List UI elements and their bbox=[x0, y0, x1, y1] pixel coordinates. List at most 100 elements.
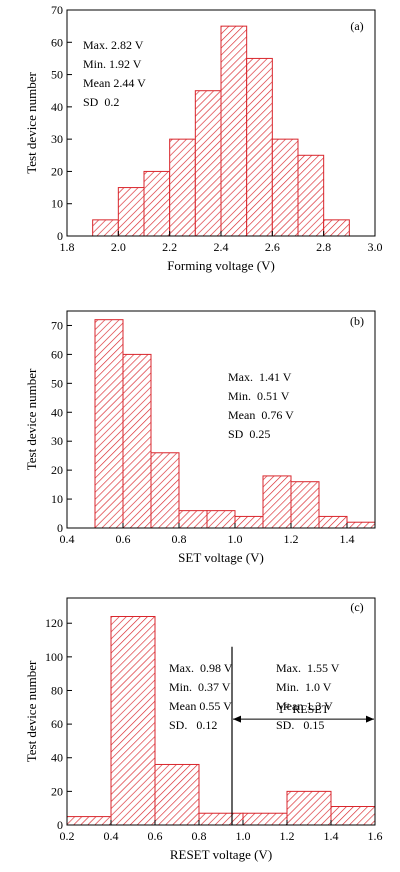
y-tick-label-b-4: 40 bbox=[51, 405, 63, 419]
first-reset-superscript: st bbox=[284, 701, 290, 710]
y-tick-label-a-3: 30 bbox=[51, 132, 63, 146]
x-tick-label-b-2: 0.8 bbox=[172, 532, 187, 546]
x-tick-label-b-4: 1.2 bbox=[284, 532, 299, 546]
x-tick-label-b-3: 1.0 bbox=[228, 532, 243, 546]
y-axis-label-a: Test device number bbox=[24, 72, 39, 174]
x-tick-label-c-0: 0.2 bbox=[60, 829, 75, 843]
x-tick-label-c-4: 1.0 bbox=[236, 829, 251, 843]
bar-c-4 bbox=[242, 812, 288, 826]
y-tick-label-c-5: 100 bbox=[45, 650, 63, 664]
stat-b-2: Mean 0.76 V bbox=[228, 408, 294, 422]
x-tick-label-c-1: 0.4 bbox=[104, 829, 119, 843]
stat-c-1: Min. 0.37 V bbox=[169, 680, 231, 694]
bar-a-1 bbox=[117, 187, 145, 237]
stat-b-3: SD 0.25 bbox=[228, 427, 270, 441]
bar-c-2 bbox=[154, 763, 200, 826]
stat2-c-0: Max. 1.55 V bbox=[276, 661, 340, 675]
bar-b-8 bbox=[318, 515, 348, 529]
x-tick-label-a-6: 3.0 bbox=[368, 240, 383, 254]
bar-a-9 bbox=[323, 219, 350, 237]
stat2-c-2: Mean 1.3 V bbox=[276, 699, 333, 713]
stat-a-1: Min. 1.92 V bbox=[83, 57, 142, 71]
bar-a-0 bbox=[92, 219, 119, 237]
y-tick-label-b-1: 10 bbox=[51, 492, 63, 506]
x-tick-label-a-4: 2.6 bbox=[265, 240, 280, 254]
x-axis-label-b: SET voltage (V) bbox=[178, 550, 264, 565]
bar-a-4 bbox=[194, 90, 222, 237]
bar-c-5 bbox=[286, 790, 332, 826]
stat-c-2: Mean 0.55 V bbox=[169, 699, 232, 713]
bar-b-5 bbox=[234, 515, 264, 529]
x-tick-label-b-1: 0.6 bbox=[116, 532, 131, 546]
x-tick-label-c-6: 1.4 bbox=[324, 829, 339, 843]
y-tick-label-b-2: 20 bbox=[51, 463, 63, 477]
bar-b-0 bbox=[94, 319, 124, 529]
y-tick-label-a-5: 50 bbox=[51, 68, 63, 82]
bar-a-8 bbox=[297, 154, 325, 237]
x-axis-label-a: Forming voltage (V) bbox=[167, 258, 275, 273]
y-tick-label-c-2: 40 bbox=[51, 751, 63, 765]
first-reset-number: 1 bbox=[278, 702, 284, 716]
stat-b-1: Min. 0.51 V bbox=[228, 389, 290, 403]
y-axis-label-b: Test device number bbox=[24, 368, 39, 470]
y-tick-label-a-6: 60 bbox=[51, 35, 63, 49]
y-tick-label-c-4: 80 bbox=[51, 683, 63, 697]
y-tick-label-c-1: 20 bbox=[51, 784, 63, 798]
chart-panel-a: 1.8 2.0 2.2 2.4 2.6 2.8 3.0 0 10 20 30 40 50 60 70 Form… bbox=[24, 3, 383, 273]
x-tick-label-b-5: 1.4 bbox=[340, 532, 355, 546]
bar-b-9 bbox=[346, 521, 376, 529]
panel-label-c: (c) bbox=[350, 600, 363, 614]
x-tick-label-b-0: 0.4 bbox=[60, 532, 75, 546]
panel-label-b: (b) bbox=[350, 314, 364, 328]
stat-c-3: SD. 0.12 bbox=[169, 718, 217, 732]
bar-b-6 bbox=[262, 475, 292, 529]
x-tick-label-a-3: 2.4 bbox=[214, 240, 229, 254]
bar-c-0 bbox=[66, 816, 112, 826]
chart-panel-c: 0.2 0.4 0.6 0.8 1.0 1.2 1.4 1.6 0 20 40 60 80 100 120 R… bbox=[24, 597, 383, 862]
first-reset-word: RESET bbox=[289, 702, 329, 716]
bar-c-1 bbox=[110, 615, 156, 826]
x-tick-label-a-5: 2.8 bbox=[316, 240, 331, 254]
chart-panel-b: 0.4 0.6 0.8 1.0 1.2 1.4 0 10 20 30 40 50 60 70 SET vol… bbox=[24, 310, 376, 565]
y-tick-label-b-7: 70 bbox=[51, 318, 63, 332]
stat-c-0: Max. 0.98 V bbox=[169, 661, 233, 675]
stat2-c-1: Min. 1.0 V bbox=[276, 680, 332, 694]
y-tick-label-a-1: 10 bbox=[51, 197, 63, 211]
arrow-left-head bbox=[233, 715, 241, 723]
plot-frame-b bbox=[66, 310, 376, 529]
stat-b-0: Max. 1.41 V bbox=[228, 370, 292, 384]
y-tick-label-b-0: 0 bbox=[57, 521, 63, 535]
arrow-right-head bbox=[366, 715, 374, 723]
x-tick-label-a-2: 2.2 bbox=[162, 240, 177, 254]
x-axis-label-c: RESET voltage (V) bbox=[170, 847, 272, 862]
bar-c-3 bbox=[198, 812, 244, 826]
bar-a-7 bbox=[271, 138, 299, 237]
y-tick-label-c-0: 0 bbox=[57, 818, 63, 832]
bar-b-3 bbox=[178, 510, 208, 529]
y-tick-label-a-0: 0 bbox=[57, 229, 63, 243]
y-axis-label-c: Test device number bbox=[24, 660, 39, 762]
stat-a-3: SD 0.2 bbox=[83, 95, 119, 109]
panel-label-a: (a) bbox=[350, 19, 363, 33]
stat-a-2: Mean 2.44 V bbox=[83, 76, 146, 90]
x-tick-label-c-5: 1.2 bbox=[280, 829, 295, 843]
x-tick-label-c-7: 1.6 bbox=[368, 829, 383, 843]
first-reset-label: 1st RESET bbox=[278, 701, 330, 716]
bar-a-6 bbox=[246, 57, 273, 237]
plot-frame-c bbox=[66, 597, 376, 826]
x-tick-label-a-0: 1.8 bbox=[60, 240, 75, 254]
bar-c-6 bbox=[330, 806, 376, 826]
bar-b-7 bbox=[290, 481, 320, 529]
y-tick-label-a-2: 20 bbox=[51, 164, 63, 178]
stat2-c-3: SD. 0.15 bbox=[276, 718, 324, 732]
y-tick-label-b-6: 60 bbox=[51, 347, 63, 361]
x-tick-label-c-3: 0.8 bbox=[192, 829, 207, 843]
y-tick-label-c-3: 60 bbox=[51, 717, 63, 731]
x-tick-label-a-1: 2.0 bbox=[111, 240, 126, 254]
y-tick-label-c-6: 120 bbox=[45, 616, 63, 630]
bar-a-5 bbox=[220, 25, 248, 237]
bar-a-3 bbox=[169, 138, 196, 237]
x-tick-label-c-2: 0.6 bbox=[148, 829, 163, 843]
y-tick-label-b-5: 50 bbox=[51, 376, 63, 390]
